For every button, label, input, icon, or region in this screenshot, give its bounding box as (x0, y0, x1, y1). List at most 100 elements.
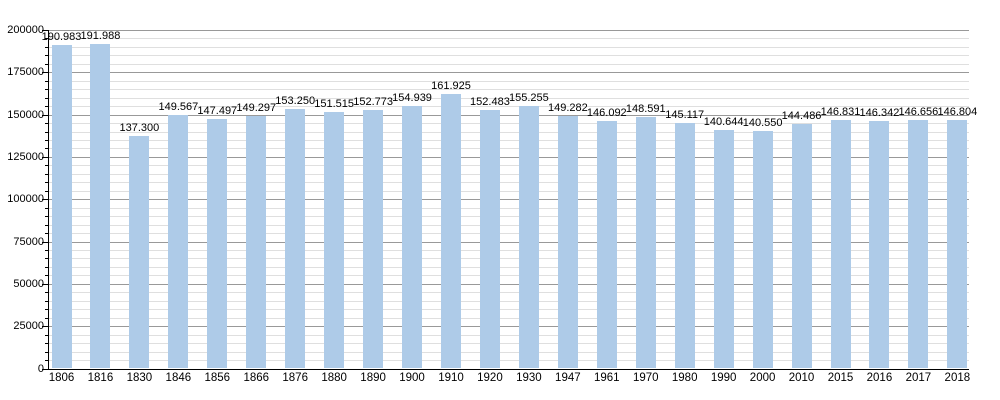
bar-value-label: 146.804 (937, 106, 978, 119)
bar-value-label: 146.656 (898, 106, 939, 119)
x-tick-label: 2000 (749, 372, 776, 384)
bar-value-label: 146.831 (820, 105, 861, 118)
y-major-tick (42, 368, 48, 370)
y-minor-tick (45, 292, 48, 294)
x-tick-label: 1947 (555, 372, 581, 384)
y-minor-tick (45, 258, 48, 260)
bar-value-label: 152.483 (470, 96, 510, 109)
gridline-major (48, 72, 969, 74)
x-tick-label: 1920 (477, 372, 503, 384)
y-minor-tick (45, 300, 48, 302)
y-tick-label: 125000 (7, 150, 44, 163)
y-major-tick (42, 241, 48, 243)
x-tick-label: 1930 (516, 372, 542, 384)
bar-value-label: 152.773 (353, 95, 393, 108)
y-minor-tick (45, 351, 48, 353)
y-minor-tick (45, 317, 48, 319)
y-minor-tick (45, 266, 48, 268)
x-tick-label: 1900 (399, 372, 425, 384)
y-major-tick (42, 156, 48, 158)
gridline-minor (48, 89, 969, 91)
y-minor-tick (45, 275, 48, 277)
y-minor-tick (45, 216, 48, 218)
y-minor-tick (45, 38, 48, 40)
y-minor-tick (45, 173, 48, 175)
x-tick-label: 2018 (944, 372, 971, 384)
bar (596, 121, 617, 369)
bar (674, 122, 695, 369)
gridline-minor (48, 63, 969, 65)
x-tick-label: 1910 (438, 372, 464, 384)
bar (557, 115, 578, 369)
y-minor-tick (45, 148, 48, 150)
x-tick-label: 2016 (866, 372, 893, 384)
bar (791, 123, 812, 369)
y-major-tick (42, 326, 48, 328)
bar (752, 130, 773, 369)
bar-value-label: 140.550 (742, 116, 783, 129)
x-tick-label: 1970 (632, 372, 659, 384)
y-tick-label: 150000 (7, 108, 44, 121)
bar (246, 115, 267, 369)
gridline-minor (48, 46, 969, 48)
bar-value-label: 149.297 (236, 101, 277, 114)
bar-value-label: 190.983 (41, 31, 82, 44)
y-minor-tick (45, 89, 48, 91)
y-major-tick (42, 30, 48, 31)
x-tick-label: 1866 (243, 372, 270, 384)
x-tick-label: 1890 (360, 372, 386, 384)
y-minor-tick (45, 233, 48, 235)
bar (363, 109, 384, 369)
y-major-tick (42, 114, 48, 116)
bar-value-label: 148.591 (625, 103, 666, 115)
y-minor-tick (45, 63, 48, 65)
y-tick-label: 100000 (7, 193, 44, 206)
x-tick-label: 1846 (165, 372, 192, 384)
bar-value-label: 149.567 (158, 101, 199, 114)
y-tick-label: 50000 (13, 277, 44, 290)
y-tick-label: 0 (37, 362, 44, 375)
y-major-tick (42, 72, 48, 74)
bar-value-label: 155.255 (509, 91, 549, 104)
bar-value-label: 149.282 (547, 101, 588, 114)
bar-value-label: 191.988 (80, 29, 121, 42)
y-major-tick (42, 199, 48, 201)
bar-value-label: 145.117 (665, 108, 705, 121)
bar-value-label: 161.925 (431, 80, 471, 93)
bar-value-label: 147.497 (197, 104, 238, 117)
y-tick-label: 200000 (7, 24, 44, 36)
y-tick-label: 175000 (7, 66, 44, 79)
x-tick-label: 1876 (282, 372, 308, 384)
bar (518, 105, 539, 369)
y-minor-tick (45, 140, 48, 141)
x-tick-label: 1880 (321, 372, 347, 384)
bar-value-label: 137.300 (119, 122, 160, 135)
bar-value-label: 146.092 (586, 107, 627, 120)
y-axis-line (48, 30, 49, 370)
bar (324, 112, 345, 369)
y-minor-tick (45, 190, 48, 192)
bar (441, 94, 461, 369)
y-minor-tick (45, 123, 48, 125)
y-minor-tick (45, 343, 48, 345)
x-tick-label: 1980 (671, 372, 698, 384)
y-minor-tick (45, 55, 48, 57)
x-tick-label: 2017 (905, 372, 932, 384)
y-minor-tick (45, 131, 48, 133)
y-minor-tick (45, 224, 48, 226)
y-minor-tick (45, 309, 48, 311)
y-minor-tick (45, 360, 48, 362)
bar (908, 120, 929, 369)
bar (869, 120, 890, 369)
bar (830, 119, 851, 369)
bar-value-label: 154.939 (392, 92, 432, 105)
y-minor-tick (45, 182, 48, 184)
x-tick-label: 2010 (788, 372, 815, 384)
bar (51, 45, 72, 369)
gridline-major (48, 30, 969, 31)
bar (207, 118, 228, 369)
gridline-minor (48, 80, 969, 82)
bar (285, 109, 306, 369)
x-tick-label: 1816 (87, 372, 114, 384)
